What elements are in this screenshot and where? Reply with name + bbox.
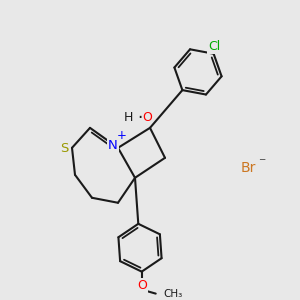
Text: ⁻: ⁻ <box>258 156 266 170</box>
Text: Br: Br <box>240 161 256 175</box>
Text: O: O <box>142 111 152 124</box>
Text: H: H <box>123 111 133 124</box>
Text: ·: · <box>137 109 142 127</box>
Text: CH₃: CH₃ <box>164 289 183 298</box>
Text: N: N <box>108 139 118 152</box>
Text: O: O <box>137 279 147 292</box>
Text: S: S <box>60 142 68 155</box>
Text: Cl: Cl <box>208 40 221 53</box>
Text: +: + <box>117 129 127 142</box>
